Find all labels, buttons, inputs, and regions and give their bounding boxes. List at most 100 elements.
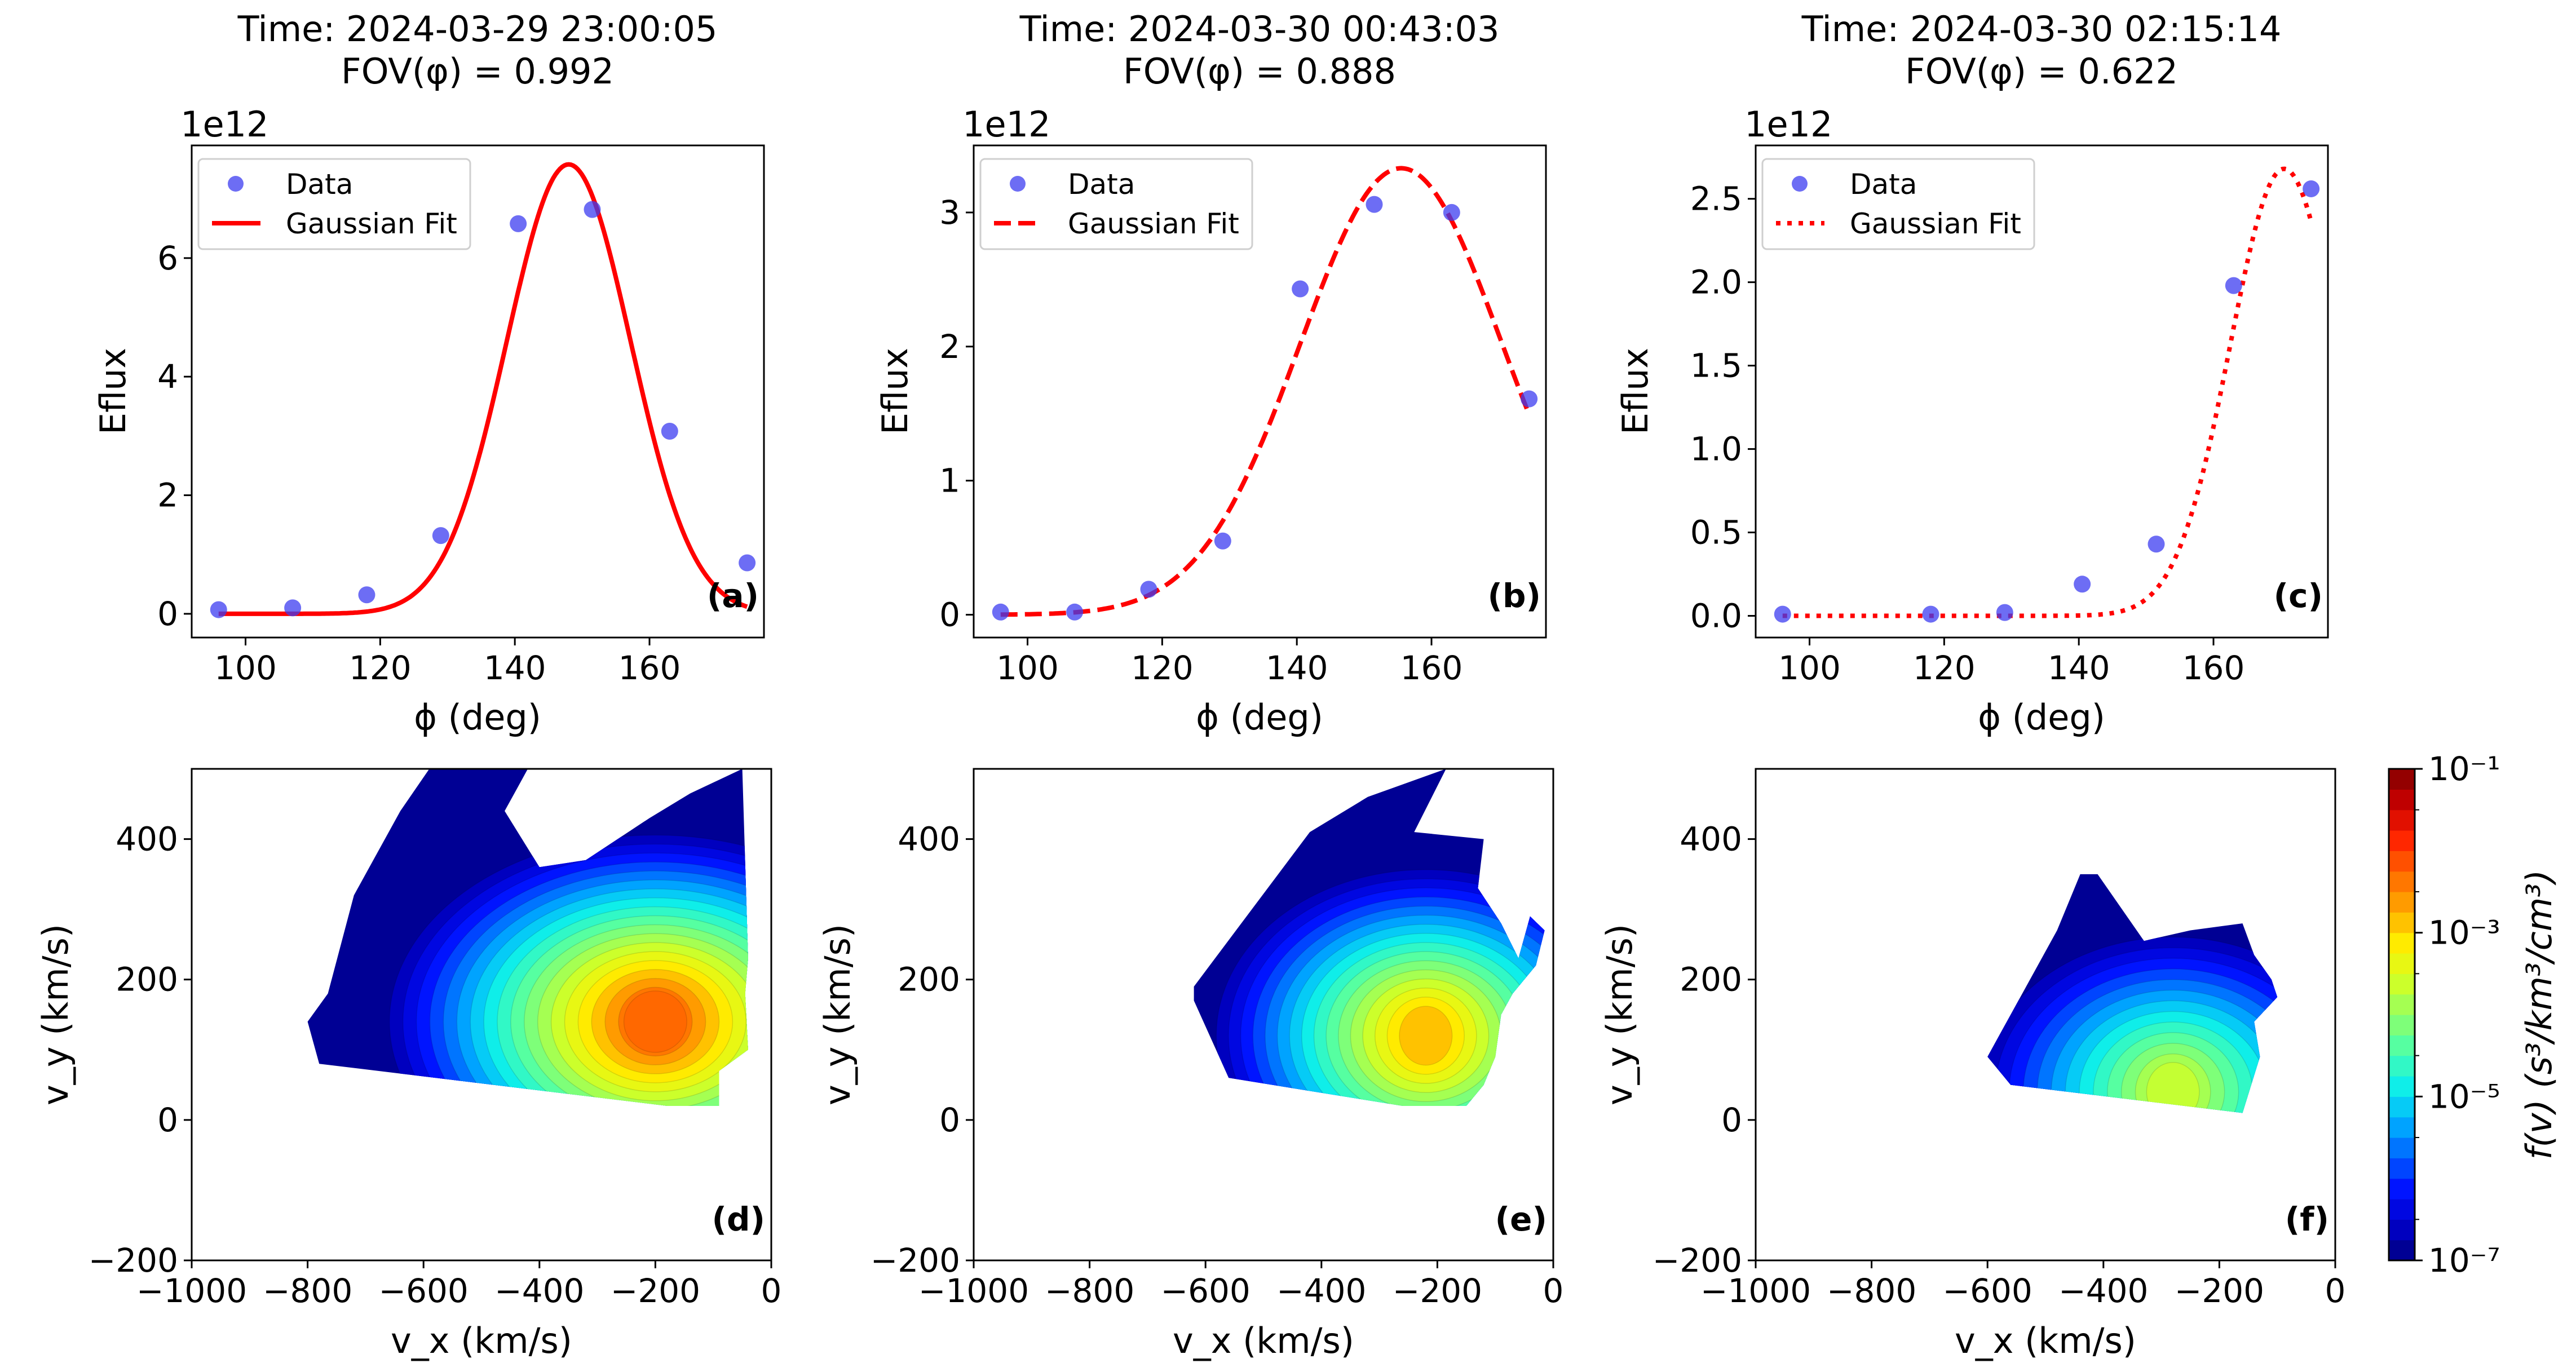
data-point	[1996, 604, 2013, 621]
panel-label: (d)	[712, 1200, 765, 1238]
colorbar-tick-label: 10⁻³	[2428, 914, 2500, 952]
y-tick-label: 6	[157, 239, 178, 277]
data-point	[1774, 605, 1791, 623]
chart-subtitle: FOV(φ) = 0.992	[341, 51, 614, 92]
data-point	[1214, 532, 1231, 550]
y-ticks: 0 2 4 6	[157, 239, 192, 633]
y-axis-label: Eflux	[92, 348, 134, 435]
y-ticks: −200 0 200 400	[1652, 820, 1756, 1280]
data-markers	[992, 196, 1538, 621]
chart-title: Time: 2024-03-30 00:43:03	[1019, 8, 1500, 50]
x-axis-label: v_x (km/s)	[1173, 1320, 1354, 1361]
y-ticks: −200 0 200 400	[871, 820, 974, 1280]
x-tick-label: −600	[1943, 1272, 2032, 1310]
colorbar-band	[2389, 1117, 2415, 1138]
y-tick-label: 2.0	[1690, 263, 1742, 302]
y-tick-label: 3	[939, 193, 960, 232]
data-point	[284, 599, 302, 617]
y-axis-label: v_y (km/s)	[35, 924, 76, 1105]
y-tick-label: 0	[939, 1101, 960, 1139]
x-tick-label: 120	[1913, 649, 1976, 687]
panel-label: (c)	[2274, 577, 2323, 615]
panel-c: Time: 2024-03-30 02:15:14 FOV(φ) = 0.622…	[1615, 8, 2329, 738]
plot-frame	[191, 768, 772, 1262]
x-tick-label: 0	[761, 1272, 782, 1310]
contour-level	[623, 990, 687, 1053]
colorbar-tick-label: 10⁻¹	[2428, 750, 2500, 788]
y-tick-label: −200	[1652, 1241, 1742, 1280]
x-tick-label: 140	[484, 649, 546, 687]
colorbar-band	[2389, 1199, 2415, 1220]
legend: Data Gaussian Fit	[197, 158, 471, 250]
plot-frame	[973, 768, 1554, 1262]
colorbar-band	[2389, 1178, 2415, 1200]
data-point	[2148, 535, 2165, 553]
y-ticks: −200 0 200 400	[89, 820, 192, 1280]
colorbar-band	[2389, 769, 2415, 790]
data-point	[1443, 203, 1460, 221]
panel-label: (a)	[707, 577, 759, 615]
x-tick-label: 140	[1266, 649, 1328, 687]
data-point	[2074, 576, 2091, 593]
colorbar-ticks: 10⁻⁷ 10⁻⁵ 10⁻³ 10⁻¹	[2415, 750, 2500, 1280]
legend-data-marker	[1010, 176, 1026, 192]
data-point	[358, 586, 375, 604]
legend-box	[197, 158, 471, 250]
contour-fill	[1194, 769, 1545, 1106]
legend-data-marker	[1792, 176, 1808, 192]
legend-data-label: Data	[1850, 168, 1917, 201]
panel-label: (f)	[2285, 1200, 2329, 1238]
colorbar-band	[2389, 1158, 2415, 1179]
y-tick-label: −200	[871, 1241, 960, 1280]
y-tick-label: 2	[157, 476, 178, 515]
contour-level	[2146, 1061, 2200, 1113]
x-tick-label: −800	[1827, 1272, 1916, 1310]
colorbar-band	[2389, 994, 2415, 1015]
legend-fit-label: Gaussian Fit	[1068, 207, 1239, 240]
gaussian-fit-line	[218, 162, 748, 616]
gaussian-fit-line	[1782, 166, 2313, 618]
x-axis-label: v_x (km/s)	[391, 1320, 572, 1361]
x-tick-label: 160	[2182, 649, 2245, 687]
x-ticks: −1000 −800 −600 −400 −200 0	[918, 1260, 1563, 1310]
colorbar-band	[2389, 953, 2415, 974]
x-tick-label: −1000	[1700, 1272, 1811, 1310]
x-tick-label: −400	[494, 1272, 584, 1310]
data-point	[1140, 581, 1157, 598]
colorbar-band	[2389, 1035, 2415, 1056]
plot-frame	[1755, 144, 2329, 639]
data-point	[992, 603, 1009, 621]
x-tick-label: −600	[1161, 1272, 1251, 1310]
y-tick-label: 0.0	[1690, 597, 1742, 635]
colorbar-band	[2389, 1240, 2415, 1261]
colorbar-band	[2389, 973, 2415, 995]
legend: Data Gaussian Fit	[1761, 158, 2035, 250]
x-tick-label: 100	[1778, 649, 1841, 687]
data-point	[584, 201, 601, 218]
x-tick-label: 0	[2325, 1272, 2346, 1310]
y-multiplier: 1e12	[180, 104, 268, 145]
data-point	[210, 601, 227, 618]
x-axis-label: ϕ (deg)	[1978, 697, 2105, 738]
x-tick-label: 160	[1400, 649, 1463, 687]
legend: Data Gaussian Fit	[979, 158, 1253, 250]
colorbar-tick-label: 10⁻⁷	[2428, 1241, 2500, 1280]
y-tick-label: 0	[157, 1101, 178, 1139]
x-ticks: −1000 −800 −600 −400 −200 0	[136, 1260, 782, 1310]
colorbar-label: f(v) (s³/km³/cm³)	[2518, 870, 2560, 1159]
colorbar-band	[2389, 1015, 2415, 1035]
x-tick-label: 100	[214, 649, 277, 687]
y-tick-label: 400	[1680, 820, 1742, 858]
chart-subtitle: FOV(φ) = 0.888	[1123, 51, 1396, 92]
contour-levels	[307, 769, 748, 1106]
y-tick-label: 0	[939, 596, 960, 634]
y-ticks: 0 1 2 3	[939, 193, 974, 634]
data-point	[1922, 605, 1939, 623]
x-tick-label: −200	[2175, 1272, 2264, 1310]
y-tick-label: 400	[898, 820, 960, 858]
data-markers	[210, 201, 756, 618]
colorbar-bands	[2389, 769, 2415, 1261]
y-tick-label: 1	[939, 462, 960, 500]
contour-levels	[1194, 769, 1545, 1106]
